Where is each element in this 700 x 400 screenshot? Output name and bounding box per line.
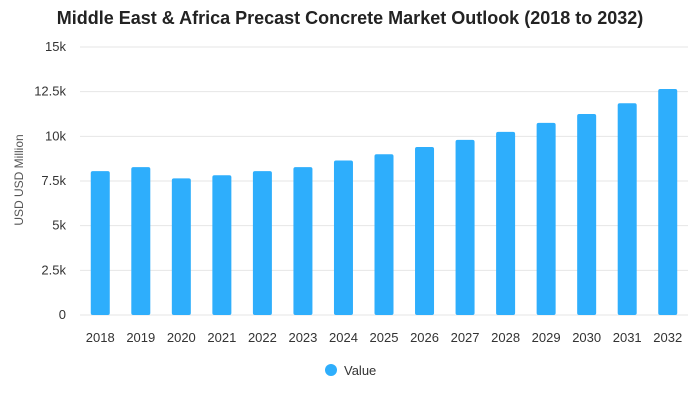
bar-2030[interactable] xyxy=(577,114,597,315)
y-tick-label: 7.5k xyxy=(41,173,66,188)
x-tick-label: 2019 xyxy=(126,330,155,345)
bar-2029[interactable] xyxy=(536,122,556,315)
y-tick-layer: 0 2.5k 5k 7.5k 10k 12.5k 15k xyxy=(34,39,66,322)
y-tick-label: 0 xyxy=(59,307,66,322)
x-tick-label: 2025 xyxy=(370,330,399,345)
legend[interactable]: Value xyxy=(325,363,376,378)
bar-2022[interactable] xyxy=(252,171,272,315)
y-tick-label: 5k xyxy=(52,218,66,233)
bar-2019[interactable] xyxy=(131,167,151,315)
bar-2020[interactable] xyxy=(171,178,191,315)
bar-2028[interactable] xyxy=(496,131,516,315)
x-tick-label: 2031 xyxy=(613,330,642,345)
x-tick-label: 2026 xyxy=(410,330,439,345)
bar-2018[interactable] xyxy=(90,171,110,315)
bar-2027[interactable] xyxy=(455,139,475,315)
x-tick-label: 2022 xyxy=(248,330,277,345)
x-tick-label: 2024 xyxy=(329,330,358,345)
legend-marker xyxy=(325,364,337,376)
bar-2024[interactable] xyxy=(333,160,353,315)
x-tick-label: 2028 xyxy=(491,330,520,345)
x-tick-label: 2027 xyxy=(451,330,480,345)
bar-2021[interactable] xyxy=(212,175,232,315)
legend-label: Value xyxy=(344,363,376,378)
x-tick-layer: 2018 2019 2020 2021 2022 2023 2024 2025 2026 2027… xyxy=(86,330,682,345)
x-tick-label: 2023 xyxy=(288,330,317,345)
y-tick-label: 12.5k xyxy=(34,84,66,99)
y-axis-label: USD USD Million xyxy=(12,134,26,225)
bar-2023[interactable] xyxy=(293,167,313,315)
x-tick-label: 2032 xyxy=(653,330,682,345)
bar-2032[interactable] xyxy=(658,88,678,315)
x-tick-label: 2018 xyxy=(86,330,115,345)
y-tick-label: 2.5k xyxy=(41,262,66,277)
x-tick-label: 2021 xyxy=(207,330,236,345)
chart-title: Middle East & Africa Precast Concrete Ma… xyxy=(56,8,644,28)
y-tick-label: 15k xyxy=(45,39,66,54)
bar-2031[interactable] xyxy=(617,103,637,315)
x-tick-label: 2029 xyxy=(532,330,561,345)
bar-2026[interactable] xyxy=(415,147,435,315)
x-tick-label: 2030 xyxy=(572,330,601,345)
bar-2025[interactable] xyxy=(374,154,394,315)
y-tick-label: 10k xyxy=(45,128,66,143)
x-tick-label: 2020 xyxy=(167,330,196,345)
bar-layer xyxy=(90,88,678,315)
